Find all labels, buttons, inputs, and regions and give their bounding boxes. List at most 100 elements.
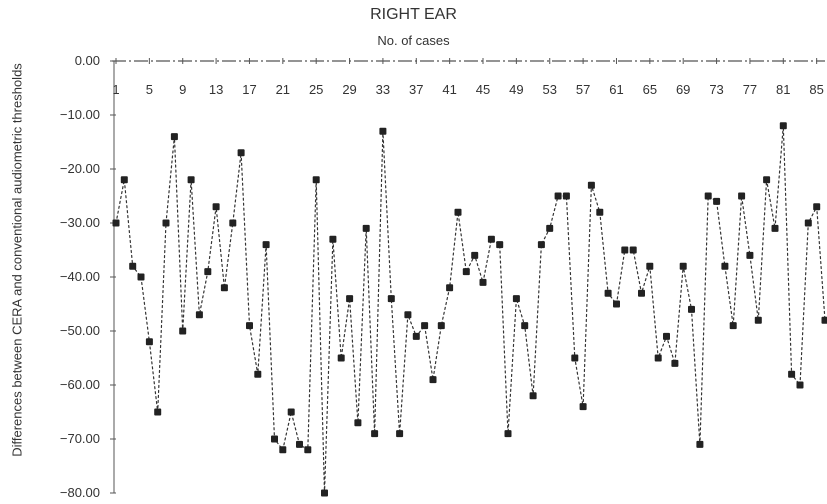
- data-point: [454, 208, 462, 216]
- data-point: [446, 284, 454, 292]
- x-tick-label: 73: [709, 82, 723, 97]
- data-point: [763, 176, 771, 184]
- y-axis: 0.00 −10.00 −20.00 −30.00 −40.00 −50.00 −60.00…: [60, 53, 116, 500]
- data-point: [346, 295, 354, 303]
- series-path: [115, 125, 826, 494]
- data-point: [688, 305, 695, 313]
- data-point: [479, 278, 487, 286]
- x-tick-label: 13: [209, 82, 223, 97]
- data-point: [179, 327, 187, 335]
- data-point: [337, 354, 345, 362]
- data-point: [371, 430, 379, 438]
- data-point: [696, 440, 704, 448]
- data-point: [254, 370, 262, 378]
- data-point: [137, 273, 145, 281]
- data-point: [387, 295, 395, 303]
- data-point: [646, 262, 654, 270]
- data-point: [487, 235, 495, 243]
- data-point: [404, 311, 412, 319]
- data-point: [546, 224, 554, 232]
- data-point: [212, 203, 220, 211]
- x-tick-label: 45: [476, 82, 490, 97]
- x-axis-label: No. of cases: [377, 33, 450, 48]
- data-point: [496, 241, 504, 249]
- data-point: [521, 322, 529, 330]
- data-point: [162, 219, 170, 227]
- data-point: [596, 208, 604, 216]
- x-tick-label: 37: [409, 82, 423, 97]
- data-point: [504, 430, 512, 438]
- data-point: [321, 489, 328, 497]
- data-point: [604, 289, 612, 297]
- data-point: [562, 192, 570, 200]
- data-point: [396, 430, 404, 438]
- x-tick-label: 69: [676, 82, 690, 97]
- x-tick-label: 77: [743, 82, 757, 97]
- x-tick-label: 57: [576, 82, 590, 97]
- data-point: [329, 235, 337, 243]
- data-point: [412, 332, 420, 340]
- data-point: [379, 127, 387, 135]
- x-tick-label: 85: [809, 82, 823, 97]
- data-point: [663, 332, 670, 340]
- data-point: [237, 149, 245, 157]
- data-point: [613, 300, 620, 308]
- data-point: [170, 133, 178, 141]
- data-point: [671, 359, 679, 367]
- y-tick-label: −30.00: [60, 215, 100, 230]
- data-point: [246, 322, 253, 330]
- y-tick-label: −70.00: [60, 431, 100, 446]
- data-point: [437, 322, 445, 330]
- data-point: [813, 203, 821, 211]
- x-tick-label: 9: [179, 82, 186, 97]
- y-tick-label: −10.00: [60, 107, 100, 122]
- data-point: [362, 224, 370, 232]
- data-point: [771, 224, 779, 232]
- data-point: [629, 246, 637, 254]
- chart-title: RIGHT EAR: [370, 6, 457, 23]
- x-tick-label: 81: [776, 82, 790, 97]
- data-point: [296, 440, 303, 448]
- data-point: [679, 262, 687, 270]
- data-point: [587, 181, 595, 189]
- y-tick-label: −50.00: [60, 323, 100, 338]
- data-point: [421, 322, 429, 330]
- data-point: [462, 268, 470, 276]
- x-tick-label: 65: [643, 82, 657, 97]
- data-point: [821, 316, 827, 324]
- data-point: [354, 419, 362, 427]
- y-tick-label: −40.00: [60, 269, 100, 284]
- x-tick-label: 53: [543, 82, 557, 97]
- x-tick-label: 29: [342, 82, 356, 97]
- x-tick-label: 25: [309, 82, 323, 97]
- x-tick-label: 41: [442, 82, 456, 97]
- data-point: [746, 251, 754, 259]
- data-point: [271, 435, 278, 443]
- x-axis: 1 5 9 13 17 21 25 29 33 37 41 45 49 53 57 61 65 69 73 77 81 8…: [112, 58, 825, 97]
- data-point: [779, 122, 787, 130]
- data-point: [654, 354, 662, 362]
- x-tick-label: 5: [146, 82, 153, 97]
- series-line: [115, 125, 826, 494]
- data-point: [287, 408, 295, 416]
- data-point: [621, 246, 629, 254]
- data-point: [554, 192, 562, 200]
- y-tick-label: −60.00: [60, 377, 100, 392]
- data-point: [220, 284, 228, 292]
- data-point: [529, 392, 537, 400]
- data-point: [704, 192, 712, 200]
- x-tick-label: 21: [276, 82, 290, 97]
- data-point: [537, 241, 545, 249]
- data-point: [112, 219, 120, 227]
- data-point: [729, 322, 737, 330]
- data-point: [579, 403, 587, 411]
- data-point: [262, 241, 270, 249]
- data-point: [129, 262, 137, 270]
- data-point: [713, 197, 721, 205]
- data-point: [804, 219, 812, 227]
- y-tick-label: −80.00: [60, 485, 100, 500]
- data-point: [721, 262, 729, 270]
- x-tick-label: 17: [242, 82, 256, 97]
- data-point: [120, 176, 128, 184]
